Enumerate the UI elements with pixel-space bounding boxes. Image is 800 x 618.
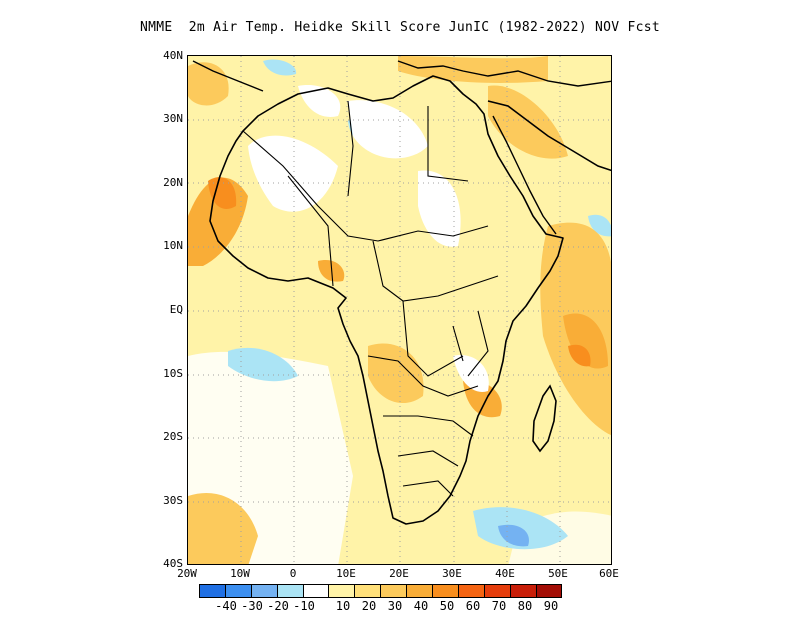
colorbar-box xyxy=(224,584,252,598)
colorbar-tick-label: 70 xyxy=(491,599,507,613)
lon-label-10e: 10E xyxy=(336,567,356,580)
lon-label-60e: 60E xyxy=(599,567,619,580)
negative-skill-patch xyxy=(588,214,611,237)
colorbar-tick-label: 90 xyxy=(543,599,559,613)
colorbar-box xyxy=(250,584,278,598)
colorbar-tick-label: 80 xyxy=(517,599,533,613)
chart-title: NMME 2m Air Temp. Heidke Skill Score Jun… xyxy=(139,20,661,35)
positive-skill-patch xyxy=(208,177,237,209)
lat-label-20s: 20S xyxy=(163,430,183,443)
positive-skill-patch xyxy=(488,85,568,159)
lat-label-eq: EQ xyxy=(169,303,183,316)
africa-skill-map xyxy=(188,56,611,564)
colorbar-tick-label: -30 xyxy=(241,599,263,613)
positive-skill-patch xyxy=(318,260,345,282)
lat-label-20n: 20N xyxy=(163,176,183,189)
europe-coastline xyxy=(192,60,611,92)
lon-label-0: 0 xyxy=(289,567,297,580)
lat-label-10n: 10N xyxy=(163,239,183,252)
country-borders xyxy=(242,100,499,497)
positive-skill-patch xyxy=(563,313,608,369)
lon-label-20e: 20E xyxy=(389,567,409,580)
colorbar-box xyxy=(328,584,356,598)
red-sea-coast xyxy=(492,115,557,235)
colorbar-tick-label: -10 xyxy=(293,599,315,613)
colorbar-box xyxy=(199,584,226,598)
colorbar-box xyxy=(276,584,304,598)
colorbar-tick-label: 50 xyxy=(439,599,455,613)
colorbar-box xyxy=(380,584,408,598)
lat-label-40n: 40N xyxy=(163,49,183,62)
positive-skill-patch xyxy=(568,344,591,367)
negative-skill-patch xyxy=(263,59,297,76)
colorbar-tick-label: -20 xyxy=(267,599,289,613)
colorbar-box xyxy=(354,584,382,598)
colorbar-tick-label: 20 xyxy=(361,599,377,613)
colorbar-box xyxy=(483,584,511,598)
colorbar-tick-label: 60 xyxy=(465,599,481,613)
negative-skill-patch xyxy=(228,347,298,382)
colorbar-box xyxy=(509,584,537,598)
lon-label-40e: 40E xyxy=(495,567,515,580)
sahara-low-skill-area xyxy=(298,85,341,117)
africa-coastline xyxy=(209,75,564,525)
lat-label-30s: 30S xyxy=(163,494,183,507)
colorbar-box xyxy=(302,584,330,598)
colorbar-box xyxy=(457,584,485,598)
map-panel xyxy=(187,55,612,565)
madagascar-outline xyxy=(532,384,557,453)
lon-label-20w: 20W xyxy=(177,567,197,580)
colorbar-box xyxy=(406,584,434,598)
colorbar-tick-label: 10 xyxy=(335,599,351,613)
sahara-low-skill-area xyxy=(418,170,461,247)
sahara-low-skill-area xyxy=(348,100,428,159)
graticule-lines xyxy=(188,56,611,564)
low-skill-area xyxy=(453,355,489,392)
colorbar-tick-label: 40 xyxy=(413,599,429,613)
lat-label-30n: 30N xyxy=(163,112,183,125)
lon-label-30e: 30E xyxy=(442,567,462,580)
negative-skill-patch xyxy=(498,524,529,547)
colorbar xyxy=(199,584,563,598)
lon-label-10w: 10W xyxy=(230,567,250,580)
lat-label-10s: 10S xyxy=(163,367,183,380)
arabia-coastline xyxy=(487,100,611,172)
colorbar-tick-label: -40 xyxy=(215,599,237,613)
colorbar-box xyxy=(535,584,563,598)
lat-label-40s: 40S xyxy=(163,557,183,570)
colorbar-tick-label: 30 xyxy=(387,599,403,613)
colorbar-box xyxy=(432,584,459,598)
lon-label-50e: 50E xyxy=(548,567,568,580)
